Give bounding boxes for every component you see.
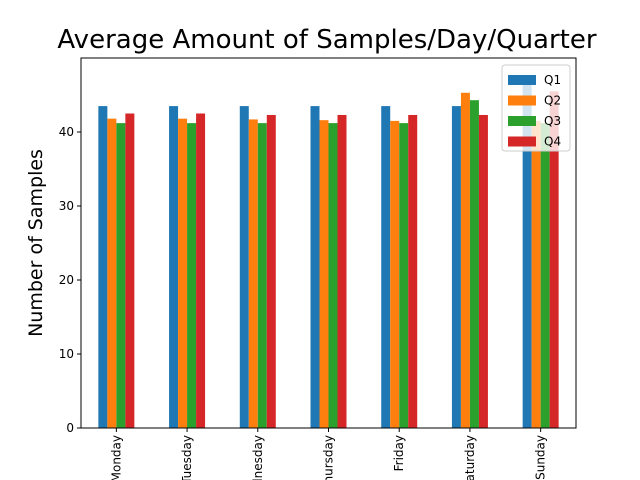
bar-q2-wednesday (248, 119, 258, 428)
bar-q4-tuesday (196, 113, 206, 428)
legend-label-q1: Q1 (544, 73, 561, 87)
bar-q1-wednesday (239, 106, 249, 428)
y-tick-label: 40 (59, 125, 74, 139)
legend-swatch-q2 (508, 95, 536, 106)
x-tick-label-monday: Monday (109, 435, 123, 480)
plot-area (98, 76, 559, 428)
legend-label-q3: Q3 (544, 114, 561, 128)
bar-q4-wednesday (266, 114, 276, 428)
bar-q1-thursday (310, 106, 320, 428)
bar-q1-friday (381, 106, 391, 428)
legend-box (501, 64, 571, 152)
bar-q2-monday (107, 118, 117, 428)
y-tick-label: 10 (59, 347, 74, 361)
bar-q2-tuesday (178, 118, 188, 428)
bar-q3-thursday (328, 123, 338, 428)
legend-label-q4: Q4 (544, 135, 561, 149)
bar-q4-thursday (337, 114, 347, 428)
bar-q2-thursday (319, 120, 329, 428)
bar-q4-sunday (549, 91, 559, 428)
bar-q1-saturday (451, 106, 461, 428)
bar-q1-tuesday (169, 106, 179, 428)
bar-q3-wednesday (257, 123, 267, 428)
x-tick-label-saturday: Saturday (463, 435, 477, 480)
x-tick-label-tuesday: Tuesday (180, 435, 194, 480)
bar-q4-friday (408, 114, 418, 428)
y-axis-label: Number of Samples (25, 149, 47, 337)
y-tick-label: 20 (59, 273, 74, 287)
bar-q1-sunday (522, 76, 532, 428)
legend-swatch-q4 (508, 136, 536, 147)
bar-q4-monday (125, 113, 135, 428)
legend-swatch-q3 (508, 116, 536, 126)
y-tick-label: 0 (66, 421, 74, 435)
legend: Q1 Q2 Q3 Q4 (501, 64, 571, 152)
x-tick-label-sunday: Sunday (534, 435, 548, 480)
bar-q2-saturday (460, 92, 470, 428)
x-tick-label-friday: Friday (392, 435, 406, 471)
legend-label-q2: Q2 (544, 94, 561, 108)
bar-q3-monday (116, 123, 126, 428)
x-tick-label-thursday: Thursday (322, 435, 336, 480)
y-tick-label: 30 (59, 199, 74, 213)
chart-title: Average Amount of Samples/Day/Quarter (57, 25, 596, 55)
bar-q3-tuesday (187, 123, 197, 428)
bar-q3-friday (399, 123, 409, 428)
bar-q1-monday (98, 106, 108, 428)
bar-q4-saturday (478, 114, 488, 428)
x-tick-label-wednesday: Wednesday (251, 435, 265, 480)
bar-q3-sunday (540, 123, 550, 428)
bar-q2-friday (390, 120, 400, 428)
bar-q3-saturday (469, 100, 479, 428)
legend-swatch-q1 (508, 75, 536, 85)
bar-q2-sunday (531, 120, 541, 428)
